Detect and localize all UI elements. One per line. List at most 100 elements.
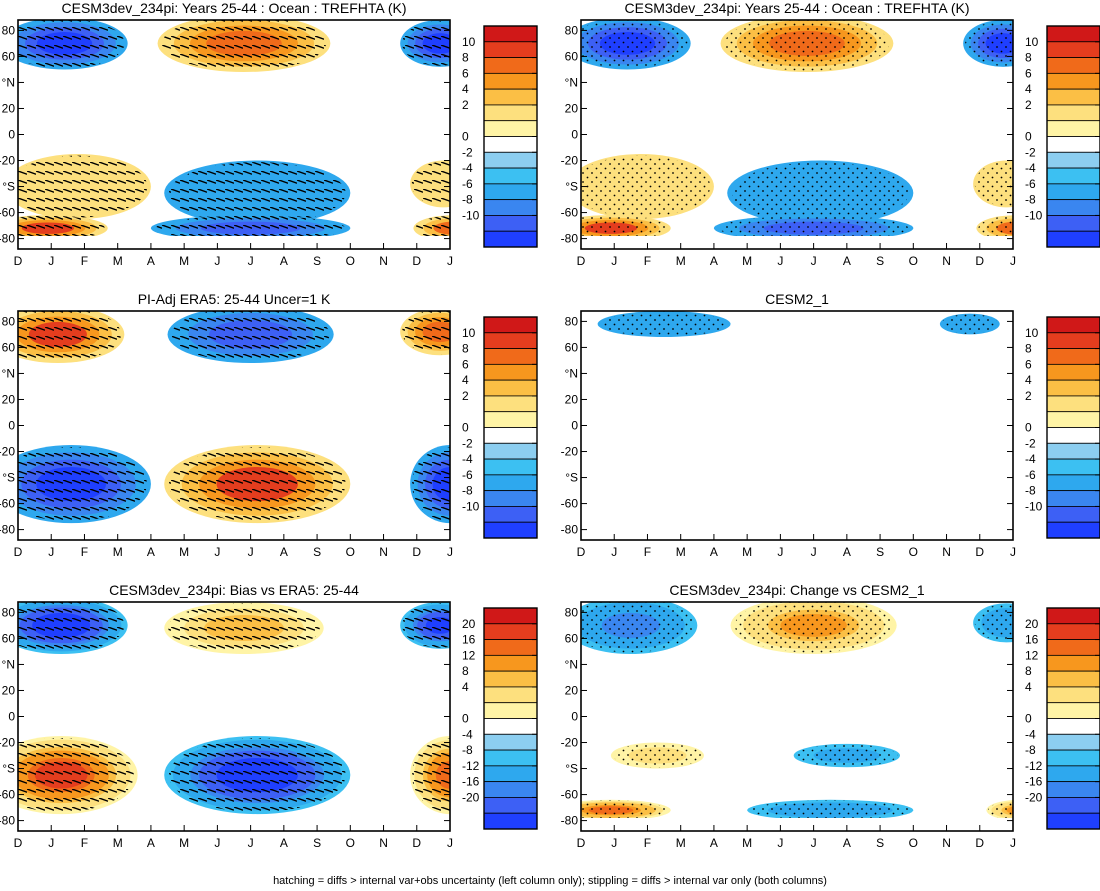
colorbar-box <box>483 490 538 507</box>
colorbar-box <box>483 167 538 185</box>
colorbar-box <box>483 104 538 122</box>
x-tick-label: J <box>214 254 220 268</box>
colorbar: 10 86 4 2 0-2 -4 -6 -8-10 <box>1025 316 1100 539</box>
significance-overlay-6 <box>751 800 910 821</box>
colorbar-box <box>1046 41 1100 58</box>
colorbar-label: -8 <box>462 193 473 207</box>
x-tick-label: N <box>942 254 951 268</box>
colorbar-box <box>1046 316 1100 334</box>
y-tick-label: -80 <box>0 814 15 828</box>
chart-panel-p4: CESM2_1 80 60 °N 20 0 -20 °S -60 -80 D J F M A M J J A S O N D… <box>561 291 1100 581</box>
panel-title: PI-Adj ERA5: 25-44 Uncer=1 K <box>137 291 331 307</box>
x-tick-label: A <box>843 836 851 850</box>
colorbar-label: 6 <box>462 66 469 80</box>
y-tick-label: -60 <box>561 206 579 220</box>
panel-title: CESM3dev_234pi: Change vs CESM2_1 <box>669 582 925 598</box>
colorbar-label: -12 <box>1025 759 1043 773</box>
colorbar-label: 0 <box>1025 712 1032 726</box>
colorbar-label: 6 <box>1025 357 1032 371</box>
colorbar-label: -4 <box>1025 161 1036 175</box>
x-tick-label: J <box>248 836 254 850</box>
y-tick-label: 20 <box>2 683 16 697</box>
y-tick-label: -80 <box>561 232 579 246</box>
x-tick-label: D <box>975 254 984 268</box>
colorbar-box <box>483 199 538 216</box>
significance-overlay-4 <box>581 215 668 241</box>
y-tick-label: 20 <box>2 392 16 406</box>
colorbar-box <box>483 316 538 334</box>
colorbar-box <box>483 379 538 397</box>
colorbar-label: 10 <box>1025 326 1039 340</box>
x-tick-label: D <box>975 836 984 850</box>
y-tick-label: °S <box>565 471 578 485</box>
panel-title: CESM3dev_234pi: Years 25-44 : Ocean : TR… <box>624 0 970 16</box>
colorbar: 10 86 4 2 0-2 -4 -6 -8-10 <box>1025 25 1100 248</box>
y-tick-label: °N <box>565 75 578 89</box>
x-tick-label: M <box>113 545 123 559</box>
colorbar-box <box>483 670 538 688</box>
colorbar-label: -4 <box>462 727 473 741</box>
no-data-strip <box>18 235 450 249</box>
y-tick-label: -60 <box>0 497 15 511</box>
y-tick-label: °S <box>565 180 578 194</box>
x-tick-label: A <box>280 545 288 559</box>
x-tick-label: F <box>644 545 651 559</box>
colorbar-box <box>1046 215 1100 232</box>
colorbar-label: -2 <box>1025 436 1036 450</box>
y-tick-label: 80 <box>565 314 579 328</box>
y-tick-label: 20 <box>565 101 579 115</box>
colorbar-label: -4 <box>462 452 473 466</box>
significance-overlay-4 <box>581 800 668 821</box>
colorbar-label: 8 <box>462 51 469 65</box>
y-tick-label: 60 <box>565 340 579 354</box>
colorbar-label: 4 <box>1025 373 1032 387</box>
significance-overlay-2 <box>974 604 1013 642</box>
colorbar-box <box>483 348 538 365</box>
significance-overlay-4 <box>18 215 105 241</box>
x-tick-label: S <box>876 545 884 559</box>
significance-overlay-5 <box>796 744 898 767</box>
colorbar-label: -4 <box>462 161 473 175</box>
colorbar-box <box>483 136 538 153</box>
chart-panel-p3: PI-Adj ERA5: 25-44 Uncer=1 K8060°N200-20… <box>0 291 550 581</box>
colorbar-box <box>1046 136 1100 153</box>
x-tick-label: M <box>179 254 189 268</box>
colorbar-box <box>483 686 538 704</box>
y-tick-label: 80 <box>2 605 16 619</box>
colorbar-box <box>1046 490 1100 507</box>
colorbar-box <box>1046 749 1100 767</box>
colorbar-label: -6 <box>462 468 473 482</box>
significance-overlay-3 <box>581 155 711 218</box>
colorbar-box <box>483 781 538 798</box>
colorbar-box <box>1046 72 1100 90</box>
no-data-strip <box>18 817 450 831</box>
significance-overlay-4 <box>168 737 346 813</box>
significance-overlay-3 <box>18 446 147 522</box>
y-tick-label: -80 <box>0 232 15 246</box>
colorbar-label: 0 <box>1025 130 1032 144</box>
colorbar-box <box>483 639 538 656</box>
no-data-strip <box>18 526 450 540</box>
colorbar-label: 0 <box>462 130 469 144</box>
colorbar-label: 6 <box>462 357 469 371</box>
significance-overlay-1 <box>168 603 320 653</box>
colorbar-label: -2 <box>462 145 473 159</box>
chart-panel-p2: CESM3dev_234pi: Years 25-44 : Ocean : TR… <box>561 0 1100 290</box>
colorbar-box <box>483 623 538 640</box>
x-tick-label: J <box>777 254 783 268</box>
x-tick-label: J <box>1010 254 1016 268</box>
x-tick-label: J <box>777 545 783 559</box>
significance-overlay-1 <box>941 314 999 334</box>
x-tick-label: D <box>577 836 586 850</box>
colorbar-box <box>483 151 538 169</box>
x-tick-label: J <box>248 545 254 559</box>
x-tick-label: N <box>379 545 388 559</box>
significance-overlay-8 <box>974 161 1013 207</box>
colorbar-box <box>483 363 538 381</box>
x-tick-label: F <box>81 836 88 850</box>
x-tick-label: A <box>710 836 718 850</box>
y-tick-label: -80 <box>561 523 579 537</box>
y-tick-label: 80 <box>565 605 579 619</box>
